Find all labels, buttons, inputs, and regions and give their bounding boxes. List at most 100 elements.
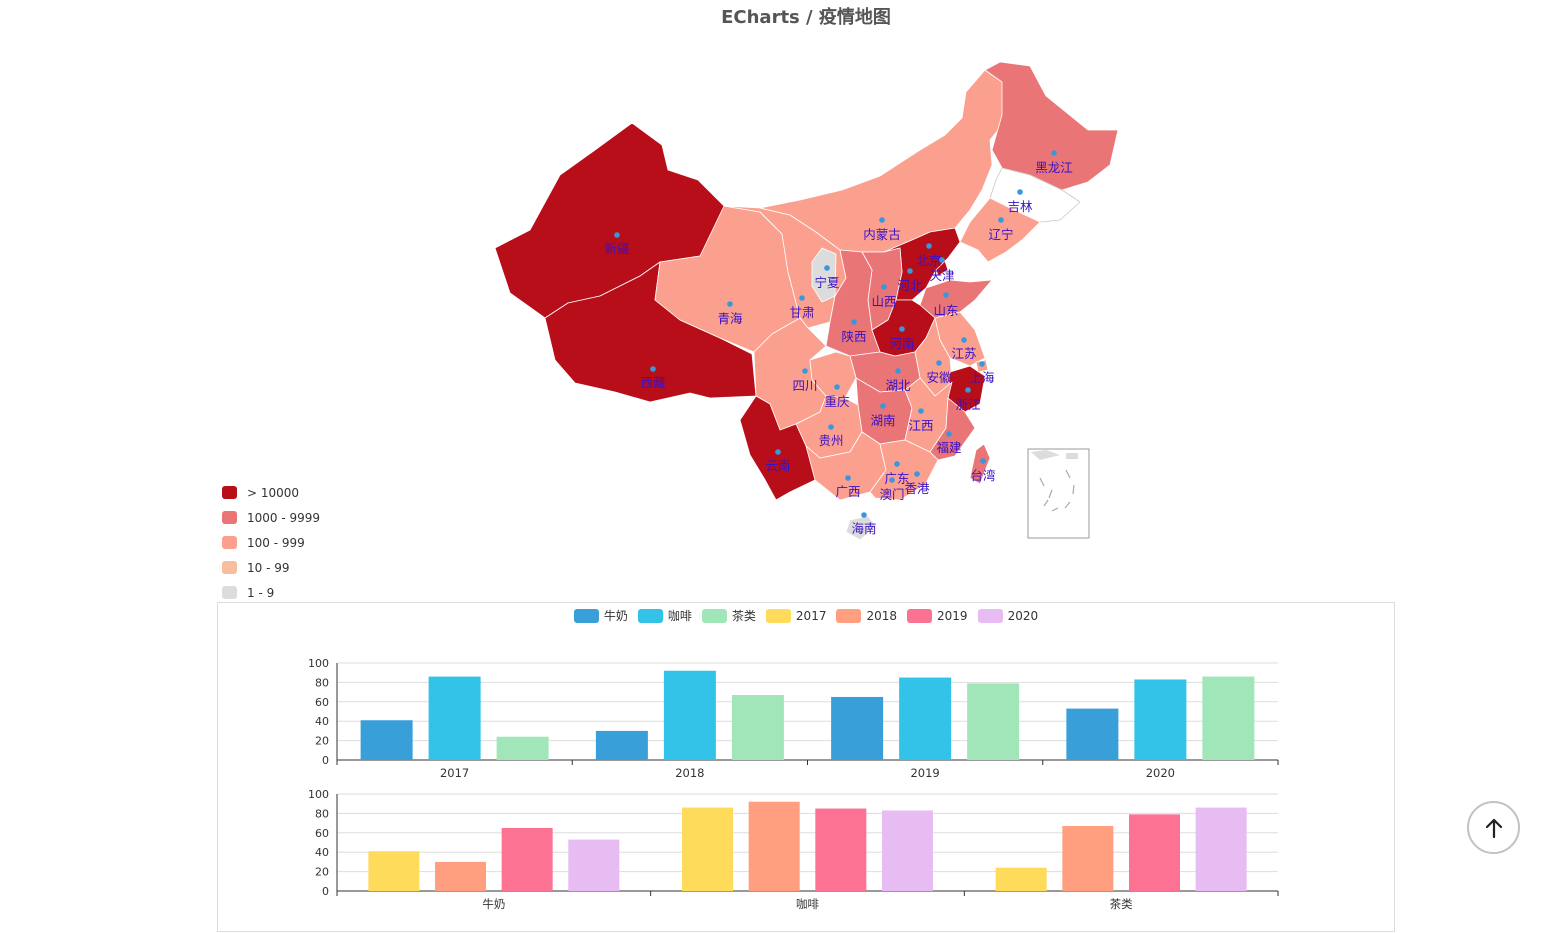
- scroll-to-top-button[interactable]: [1467, 801, 1520, 854]
- map-region-辽宁[interactable]: [959, 197, 1041, 263]
- bar-牛奶-2017[interactable]: [360, 720, 413, 760]
- map-region-福建[interactable]: [929, 397, 976, 461]
- map-label-吉林: 吉林: [1007, 199, 1033, 214]
- map-marker-浙江: [965, 387, 971, 393]
- map-legend-item[interactable]: 1 - 9: [222, 580, 320, 605]
- bar-茶类-2020[interactable]: [1202, 676, 1255, 760]
- bar-2018-牛奶[interactable]: [435, 861, 487, 891]
- bar-legend-item[interactable]: 2020: [977, 607, 1039, 624]
- map-label-台湾: 台湾: [970, 468, 995, 483]
- map-label-安徽: 安徽: [926, 370, 952, 385]
- map-marker-福建: [946, 431, 952, 437]
- map-label-湖北: 湖北: [885, 378, 911, 393]
- bar-2017-咖啡[interactable]: [682, 807, 734, 891]
- map-label-河南: 河南: [889, 336, 914, 351]
- bar-legend-item[interactable]: 咖啡: [637, 607, 692, 624]
- map-label-辽宁: 辽宁: [988, 227, 1013, 242]
- bar-咖啡-2019[interactable]: [899, 677, 952, 760]
- bar-牛奶-2019[interactable]: [831, 696, 884, 760]
- y-tick-label: 100: [308, 657, 329, 670]
- bar-legend-item[interactable]: 牛奶: [573, 607, 628, 624]
- page-title: ECharts / 疫情地图: [721, 7, 891, 28]
- bar-legend-label: 2020: [1007, 608, 1039, 623]
- bar-咖啡-2018[interactable]: [663, 670, 716, 760]
- bar-牛奶-2020[interactable]: [1066, 708, 1119, 760]
- map-marker-湖南: [880, 403, 886, 409]
- map-label-海南: 海南: [851, 521, 876, 536]
- bar-2020-茶类[interactable]: [1195, 807, 1247, 891]
- map-label-新疆: 新疆: [604, 241, 629, 256]
- bar-chart-2: 0 20 40 60 80 100 牛奶 咖啡 茶类: [308, 788, 1279, 911]
- bar-咖啡-2020[interactable]: [1134, 679, 1187, 760]
- y-tick-label: 20: [315, 735, 329, 748]
- map-region-吉林[interactable]: [989, 167, 1081, 223]
- map-marker-黑龙江: [1051, 150, 1057, 156]
- map-label-北京: 北京: [916, 253, 941, 268]
- bar-茶类-2017[interactable]: [496, 736, 549, 760]
- map-marker-甘肃: [799, 295, 805, 301]
- legend-label: 10 - 99: [247, 560, 290, 575]
- x-tick-label: 牛奶: [482, 897, 505, 911]
- bar-2020-咖啡[interactable]: [881, 810, 933, 891]
- map-marker-河北: [907, 268, 913, 274]
- map-label-云南: 云南: [765, 458, 790, 473]
- bar-legend-item[interactable]: 茶类: [701, 607, 756, 624]
- bar-chart-1: 0 20 40 60 80 100 2017 2018 2019 2020: [308, 657, 1279, 780]
- bar-牛奶-2018[interactable]: [595, 730, 648, 760]
- map-label-甘肃: 甘肃: [789, 305, 814, 320]
- map-region-西藏[interactable]: [544, 261, 757, 403]
- map-region-台湾[interactable]: [969, 443, 991, 485]
- bar-2019-咖啡[interactable]: [815, 808, 867, 891]
- bar-2020-牛奶[interactable]: [568, 839, 620, 891]
- x-tick-label: 茶类: [1110, 897, 1133, 911]
- bar-2017-茶类[interactable]: [995, 867, 1047, 891]
- x-tick-label: 2019: [910, 766, 939, 780]
- arrow-up-icon: [1485, 818, 1502, 838]
- map-region-重庆[interactable]: [809, 351, 857, 399]
- bar-茶类-2019[interactable]: [967, 683, 1020, 760]
- map-label-山西: 山西: [871, 294, 896, 309]
- map-label-陕西: 陕西: [841, 329, 866, 344]
- map-marker-吉林: [1017, 189, 1023, 195]
- map-marker-辽宁: [998, 217, 1004, 223]
- bar-legend-label: 咖啡: [667, 609, 692, 623]
- legend-swatch: [222, 486, 237, 499]
- bar-charts: 0 20 40 60 80 100 2017 2018 2019 2020 0 20 40 60 80 100…: [308, 657, 1279, 911]
- bar-legend-item[interactable]: 2018: [836, 607, 897, 624]
- map-visual-legend: > 10000 1000 - 9999 100 - 999 10 - 99 1 - 9: [222, 480, 320, 605]
- bar-2018-茶类[interactable]: [1062, 826, 1114, 891]
- map-label-江西: 江西: [908, 418, 933, 433]
- bar-legend-item[interactable]: 2019: [907, 607, 968, 624]
- map-legend-item[interactable]: > 10000: [222, 480, 320, 505]
- bar-legend-label: 茶类: [731, 609, 756, 623]
- map-marker-天津: [939, 257, 945, 263]
- map-region-黑龙江[interactable]: [984, 61, 1119, 191]
- bar-legend-swatch: [701, 608, 727, 623]
- bar-茶类-2018[interactable]: [731, 695, 784, 760]
- map-marker-安徽: [936, 360, 942, 366]
- y-tick-label: 0: [322, 885, 329, 898]
- map-label-黑龙江: 黑龙江: [1035, 160, 1073, 175]
- bar-legend-item[interactable]: 2017: [765, 607, 826, 624]
- bar-legend-swatch: [836, 608, 862, 623]
- bar-2018-咖啡[interactable]: [748, 801, 800, 891]
- map-marker-山西: [881, 284, 887, 290]
- map-marker-新疆: [614, 232, 620, 238]
- map-legend-item[interactable]: 100 - 999: [222, 530, 320, 555]
- map-legend-item[interactable]: 10 - 99: [222, 555, 320, 580]
- map-marker-陕西: [851, 319, 857, 325]
- map-marker-内蒙古: [879, 217, 885, 223]
- bar-咖啡-2017[interactable]: [428, 676, 481, 760]
- south-china-sea-inset: [1027, 448, 1090, 539]
- map-region-广东[interactable]: [869, 439, 939, 501]
- bar-legend-swatch: [977, 608, 1003, 623]
- map-legend-item[interactable]: 1000 - 9999: [222, 505, 320, 530]
- bar-2019-茶类[interactable]: [1128, 814, 1180, 891]
- bar-2017-牛奶[interactable]: [368, 851, 420, 891]
- y-tick-label: 20: [315, 866, 329, 879]
- map-marker-海南: [861, 512, 867, 518]
- bar-legend-swatch: [765, 608, 791, 623]
- bar-2019-牛奶[interactable]: [501, 827, 553, 891]
- map-marker-西藏: [650, 366, 656, 372]
